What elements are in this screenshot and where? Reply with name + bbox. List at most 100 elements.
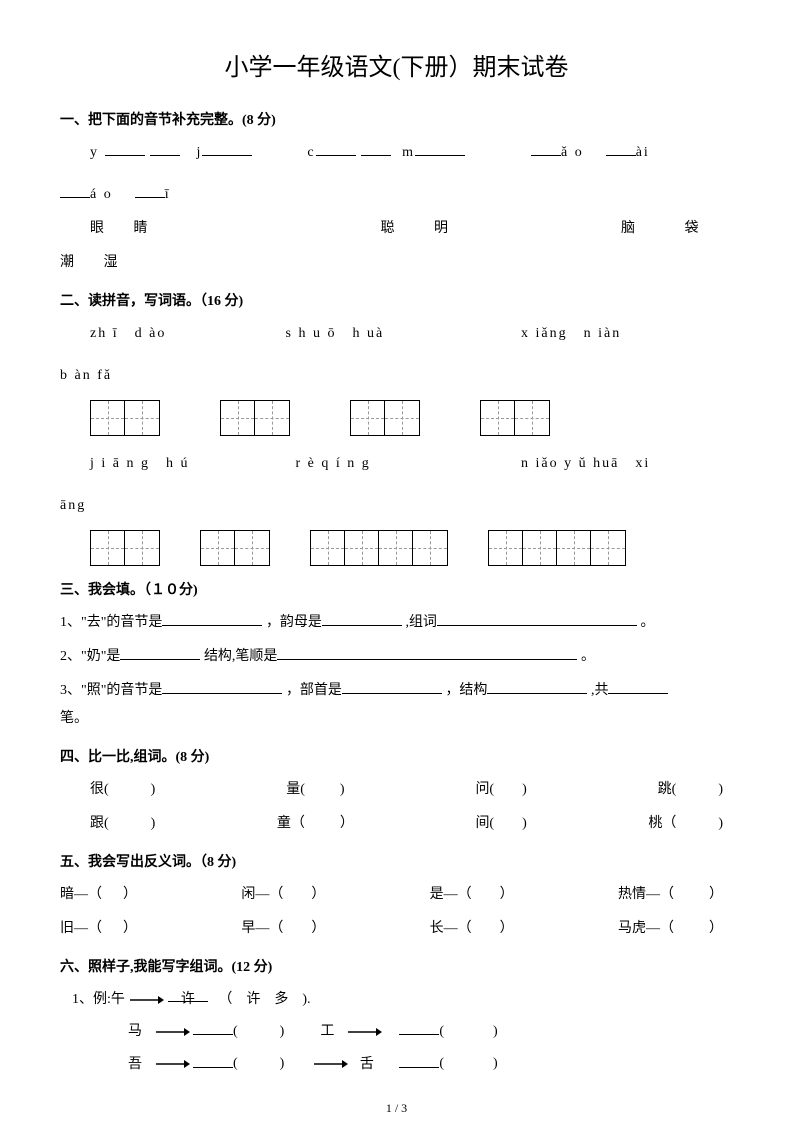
paren: ) <box>151 816 156 831</box>
s3-q3c: ，结构 <box>445 683 487 698</box>
tianzi-box <box>90 530 160 566</box>
blank <box>377 645 477 660</box>
paren: ） <box>311 887 325 902</box>
s1-m: m <box>402 145 415 160</box>
page-title: 小学一年级语文(下册）期末试卷 <box>60 50 733 86</box>
s1-row2: á o ī <box>60 181 733 209</box>
s1-ao: ǎ o <box>561 145 584 160</box>
blank <box>120 645 200 660</box>
s1-w4b: 湿 <box>104 249 118 277</box>
s1-w1b: 睛 <box>134 215 264 243</box>
paren: ） <box>123 887 137 902</box>
blank <box>193 1020 233 1035</box>
blank <box>60 183 90 198</box>
s2-p8: āng <box>60 492 733 520</box>
s4-r2a: 跟( <box>90 816 109 831</box>
tianzi-box <box>488 530 626 566</box>
s4-r1c: 问( <box>475 782 494 797</box>
s6-ex-result: 许 <box>181 992 195 1007</box>
section4-header: 四、比一比,组词。(8 分) <box>60 747 733 768</box>
blank <box>342 679 442 694</box>
s1-w1a: 眼 <box>90 215 130 243</box>
blank <box>105 141 145 156</box>
tianzi-box <box>220 400 290 436</box>
s4-r2d: 桃（ <box>648 816 676 831</box>
arrow-icon <box>346 1018 382 1046</box>
s6-r2b: 工 <box>312 1018 342 1046</box>
page-number: 1 / 3 <box>60 1099 733 1117</box>
s3-q2c: 。 <box>581 649 595 664</box>
s4-r1a: 很( <box>90 782 109 797</box>
s5-r1a: 暗—（ <box>60 887 102 902</box>
s1-y: y <box>90 145 99 160</box>
paren: ) <box>522 816 527 831</box>
s5-r1c: 是—（ <box>430 887 472 902</box>
s3-q3d: ,共 <box>591 683 609 698</box>
s1-i: ī <box>165 187 171 202</box>
arrow-icon <box>154 1050 190 1078</box>
s3-q1a: 1、"去"的音节是 <box>60 615 162 630</box>
s1-w2a: 聪 <box>381 215 431 243</box>
s3-q1c: ,组词 <box>405 615 437 630</box>
s2-p1: zh ī d ào <box>90 320 280 348</box>
blank <box>415 141 465 156</box>
blank <box>437 611 537 626</box>
paren: ） <box>311 921 325 936</box>
s6-example: 1、例:午 许 （ 许 多 ). <box>60 986 733 1014</box>
blank: 许 <box>168 986 208 1001</box>
arrow-icon <box>154 1018 190 1046</box>
paren: ） <box>500 921 514 936</box>
blank <box>135 183 165 198</box>
s1-w4a: 潮 <box>60 249 100 277</box>
s2-boxes1 <box>90 400 733 436</box>
s6-ex-label: 1、例:午 <box>72 992 125 1007</box>
s2-p6: r è q í n g <box>296 450 516 478</box>
s4-r1b: 量( <box>286 782 305 797</box>
s5-r2d: 马虎—（ <box>618 921 674 936</box>
s6-r3b: 舌 <box>352 1051 382 1079</box>
s2-p3: x iǎng n iàn <box>521 320 621 348</box>
s2-p7: n iǎo y ǔ huā xi <box>521 450 650 478</box>
blank <box>316 141 356 156</box>
s6-r3a: 吾 <box>120 1051 150 1079</box>
s3-q2b: 结构,笔顺是 <box>204 649 278 664</box>
blank <box>277 645 377 660</box>
s4-r2b: 童（ <box>277 816 305 831</box>
paren: ) <box>718 782 723 797</box>
s3-q2a: 2、"奶"是 <box>60 649 120 664</box>
s6-r2a: 马 <box>120 1018 150 1046</box>
section3-header: 三、我会填。（１０分) <box>60 580 733 601</box>
paren: ) <box>522 782 527 797</box>
s1-c: c <box>307 145 315 160</box>
blank <box>537 611 637 626</box>
blank <box>399 1020 439 1035</box>
tianzi-box <box>90 400 160 436</box>
blank <box>477 645 577 660</box>
s3-q1d: 。 <box>640 615 654 630</box>
s2-p4: b àn fǎ <box>60 362 733 390</box>
tianzi-box <box>200 530 270 566</box>
blank <box>608 679 668 694</box>
s1-w3b: 袋 <box>685 215 699 243</box>
s5-r1b: 闲—（ <box>241 887 283 902</box>
s5-r2a: 旧—（ <box>60 921 102 936</box>
paren: ) <box>718 816 723 831</box>
blank <box>193 1052 233 1067</box>
s2-row1: zh ī d ào s h u ō h uà x iǎng n iàn <box>60 320 733 348</box>
s3-q3e: 笔。 <box>60 711 88 726</box>
paren: ） <box>709 921 723 936</box>
blank <box>202 141 252 156</box>
s6-r3: 吾 ( ) 舌 ( ) <box>60 1050 733 1078</box>
s2-row2: j i ā n g h ú r è q í n g n iǎo y ǔ huā … <box>60 450 733 478</box>
blank <box>531 141 561 156</box>
blank <box>606 141 636 156</box>
s1-row1: y j c m ǎ o ài <box>60 139 733 167</box>
s1-w3a: 脑 <box>621 215 681 243</box>
s3-q2: 2、"奶"是 结构,笔顺是 。 <box>60 643 733 671</box>
s3-q1: 1、"去"的音节是 ，韵母是 ,组词 。 <box>60 609 733 637</box>
section1-header: 一、把下面的音节补充完整。(8 分) <box>60 110 733 131</box>
paren: ） <box>500 887 514 902</box>
blank <box>487 679 587 694</box>
tianzi-box <box>480 400 550 436</box>
tianzi-box <box>310 530 448 566</box>
